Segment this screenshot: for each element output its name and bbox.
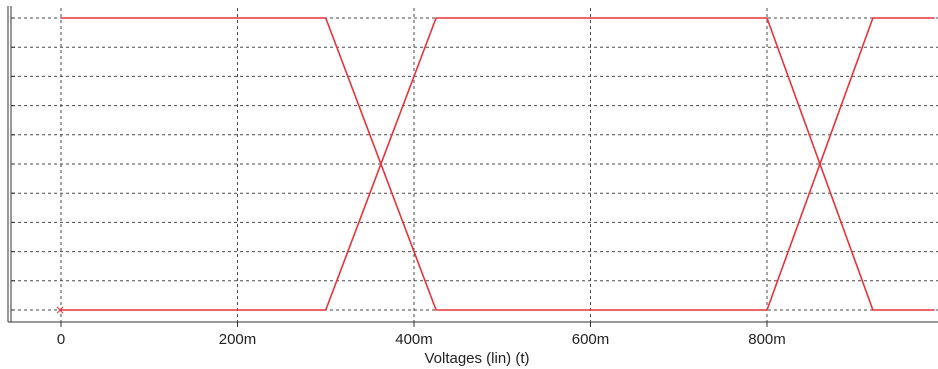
series-line-1 bbox=[61, 17, 935, 311]
x-tick-label: 200m bbox=[219, 331, 257, 348]
x-axis-title: Voltages (lin) (t) bbox=[424, 350, 529, 367]
series-line-2 bbox=[61, 17, 935, 311]
x-tick-label: 600m bbox=[572, 331, 610, 348]
x-tick-label: 0 bbox=[57, 331, 65, 348]
origin-marker: × bbox=[55, 303, 65, 317]
series-layer: × bbox=[55, 17, 935, 317]
x-tick-label: 800m bbox=[748, 331, 786, 348]
x-ticks: 0 200m 400m 600m 800m bbox=[57, 322, 786, 348]
grid bbox=[12, 8, 938, 322]
x-tick-label: 400m bbox=[395, 331, 433, 348]
axes bbox=[7, 6, 938, 323]
